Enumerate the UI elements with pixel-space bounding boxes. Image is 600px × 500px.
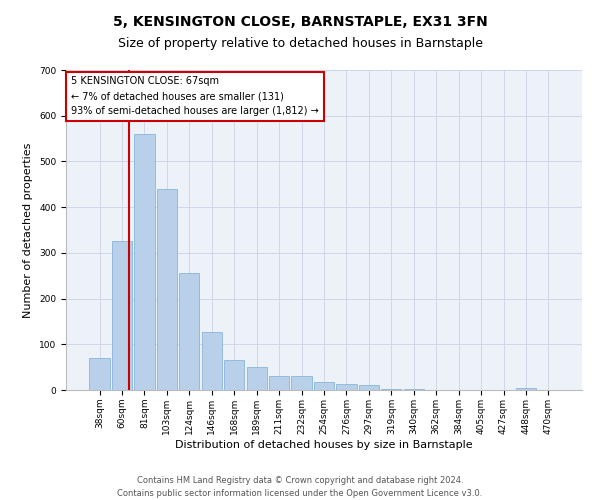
Bar (179, 274, 199, 390)
Bar (247, 367, 267, 390)
Bar (89, 358, 110, 390)
Bar (224, 360, 244, 390)
Bar (404, 389, 424, 390)
Text: Contains HM Land Registry data © Crown copyright and database right 2024.
Contai: Contains HM Land Registry data © Crown c… (118, 476, 482, 498)
Bar (202, 332, 222, 390)
Text: 5 KENSINGTON CLOSE: 67sqm
← 7% of detached houses are smaller (131)
93% of semi-: 5 KENSINGTON CLOSE: 67sqm ← 7% of detach… (71, 76, 319, 116)
Bar (381, 388, 401, 390)
Bar (359, 386, 379, 390)
Bar (269, 376, 289, 390)
Bar (516, 388, 536, 390)
Bar (292, 376, 311, 390)
Bar (314, 382, 334, 390)
Bar (157, 189, 177, 390)
Bar (337, 384, 356, 390)
Text: 5, KENSINGTON CLOSE, BARNSTAPLE, EX31 3FN: 5, KENSINGTON CLOSE, BARNSTAPLE, EX31 3F… (113, 15, 487, 29)
Y-axis label: Number of detached properties: Number of detached properties (23, 142, 34, 318)
Text: Size of property relative to detached houses in Barnstaple: Size of property relative to detached ho… (118, 38, 482, 51)
X-axis label: Distribution of detached houses by size in Barnstaple: Distribution of detached houses by size … (175, 440, 473, 450)
Bar (134, 134, 155, 390)
Bar (112, 242, 132, 390)
